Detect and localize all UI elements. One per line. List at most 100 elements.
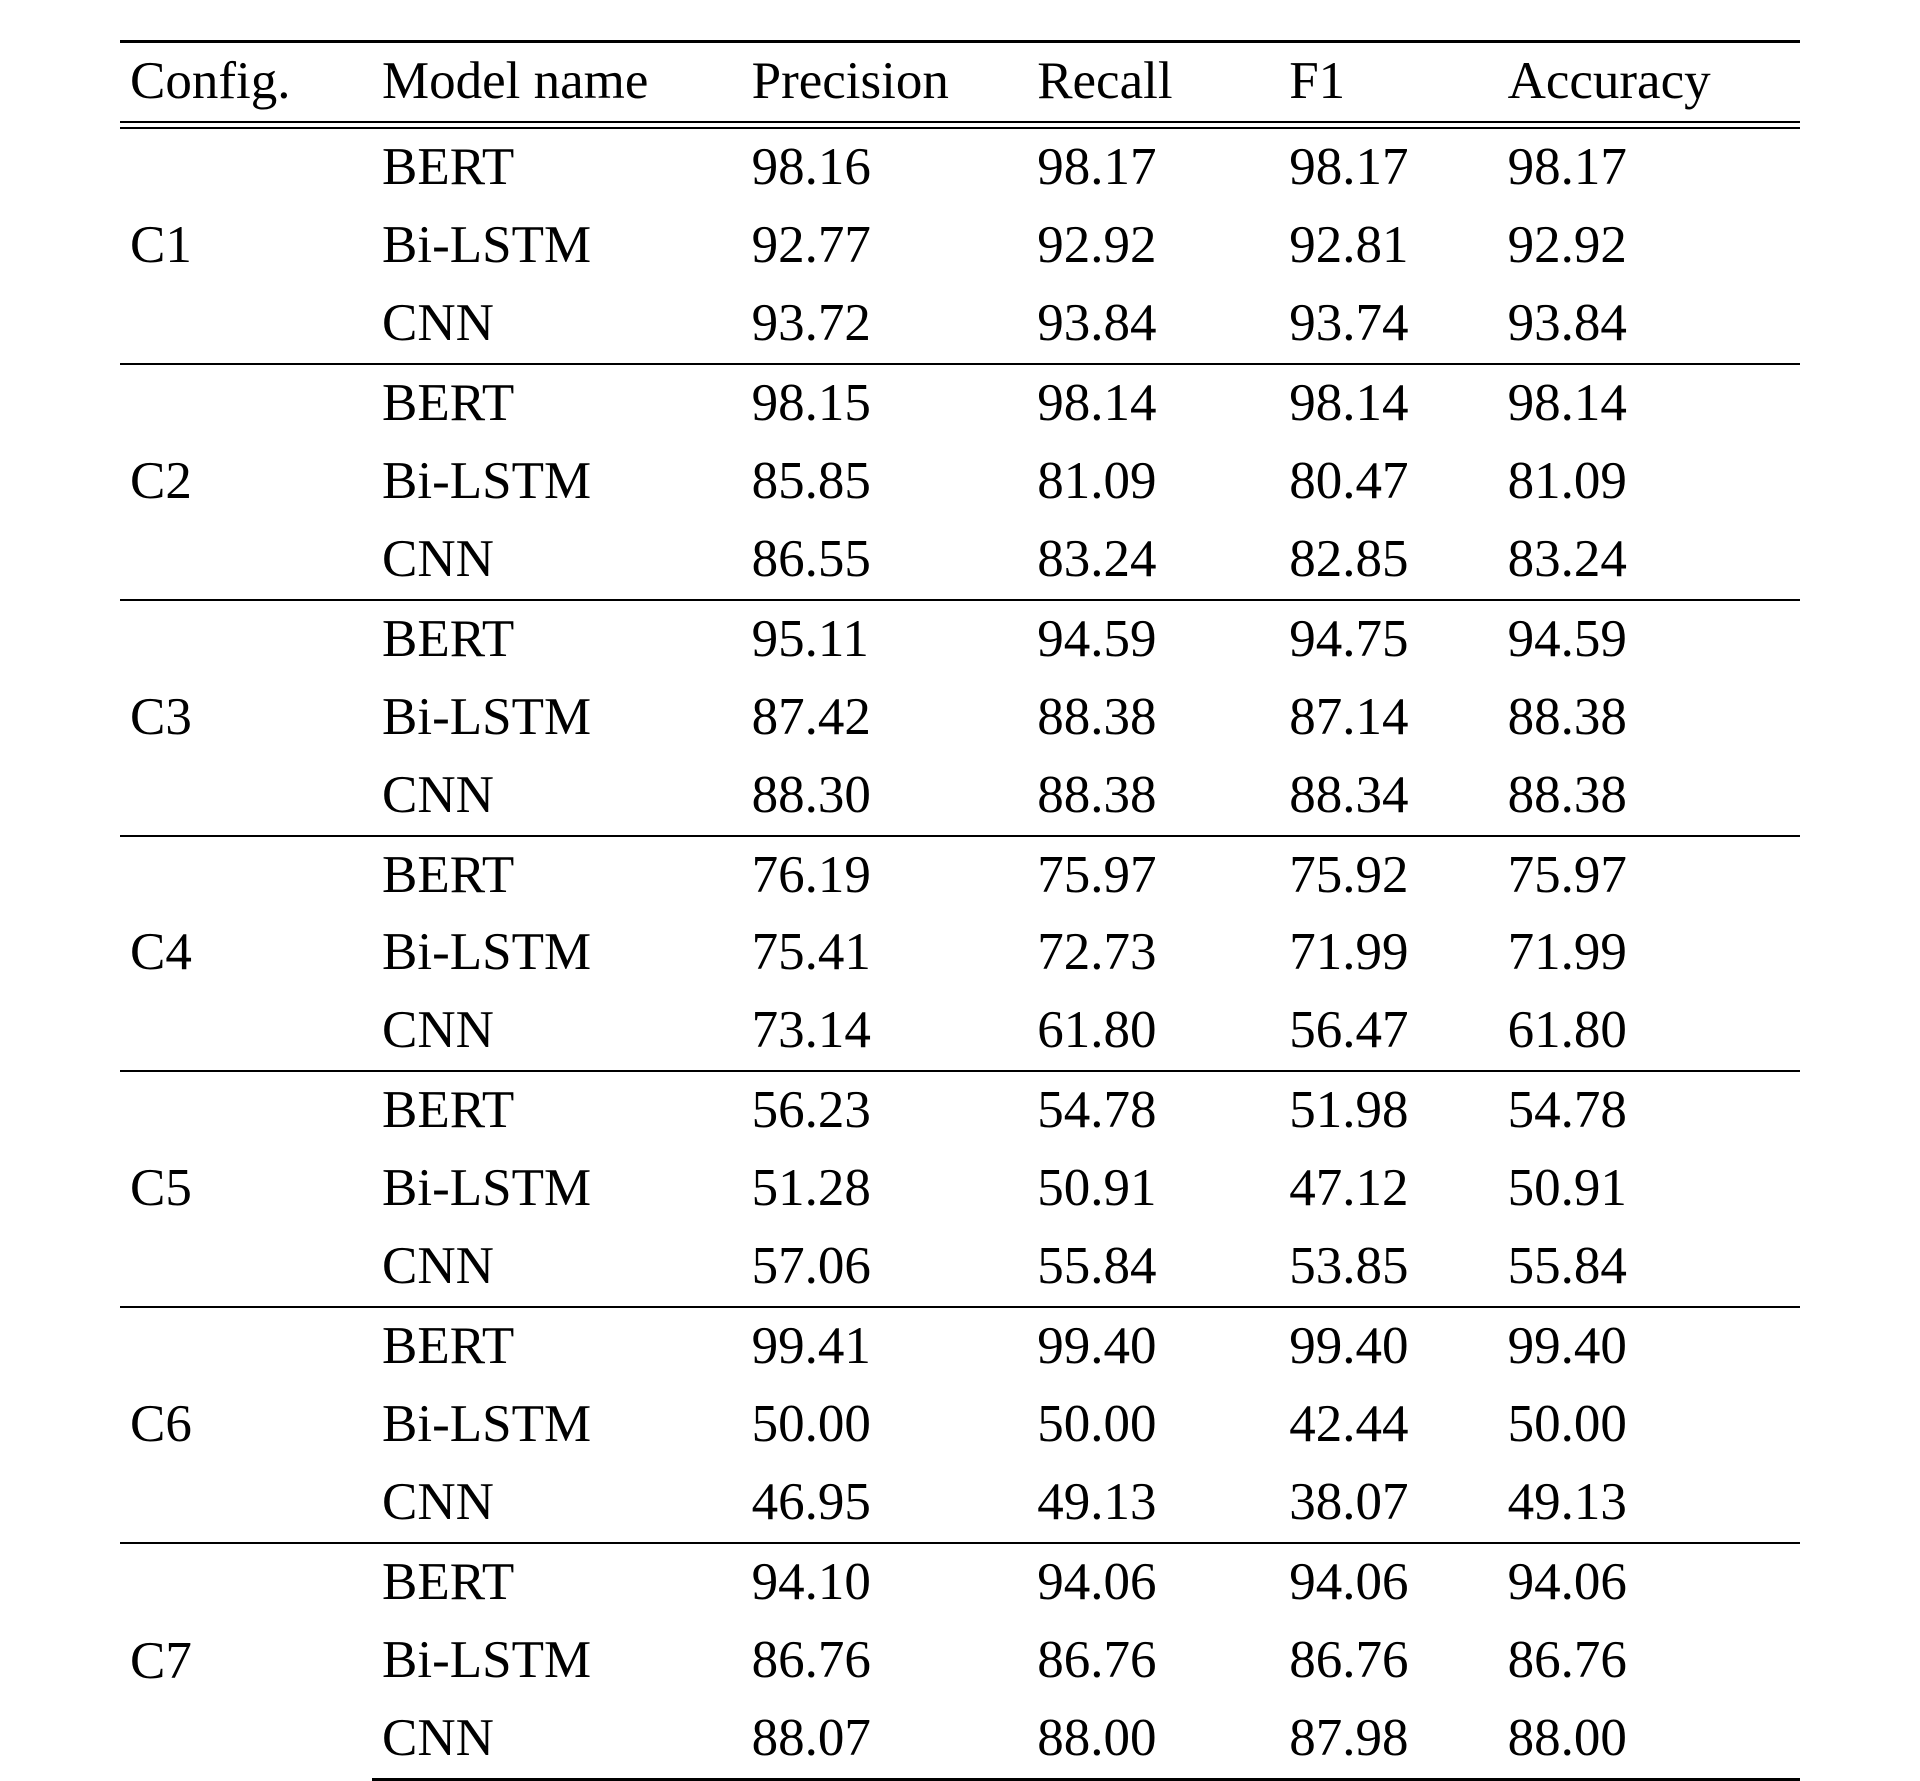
recall-cell: 72.73 xyxy=(1027,914,1279,992)
col-header-f1: F1 xyxy=(1279,42,1497,122)
accuracy-cell: 75.97 xyxy=(1498,836,1800,915)
precision-cell: 50.00 xyxy=(742,1386,1028,1464)
accuracy-cell: 88.38 xyxy=(1498,757,1800,836)
f1-cell: 71.99 xyxy=(1279,914,1497,992)
table-row: C4BERT76.1975.9775.9275.97 xyxy=(120,836,1800,915)
precision-cell: 73.14 xyxy=(742,992,1028,1071)
col-header-accuracy: Accuracy xyxy=(1498,42,1800,122)
col-header-recall: Recall xyxy=(1027,42,1279,122)
recall-cell: 98.14 xyxy=(1027,364,1279,443)
f1-cell: 82.85 xyxy=(1279,521,1497,600)
model-cell: CNN xyxy=(372,1464,742,1543)
table-row: C1BERT98.1698.1798.1798.17 xyxy=(120,128,1800,207)
precision-cell: 88.30 xyxy=(742,757,1028,836)
model-cell: CNN xyxy=(372,1228,742,1307)
group-C2: C2BERT98.1598.1498.1498.14Bi-LSTM85.8581… xyxy=(120,364,1800,600)
recall-cell: 98.17 xyxy=(1027,128,1279,207)
recall-cell: 81.09 xyxy=(1027,443,1279,521)
col-header-model: Model name xyxy=(372,42,742,122)
accuracy-cell: 50.91 xyxy=(1498,1150,1800,1228)
f1-cell: 56.47 xyxy=(1279,992,1497,1071)
page: Config. Model name Precision Recall F1 A… xyxy=(0,0,1920,1683)
model-cell: Bi-LSTM xyxy=(372,914,742,992)
table-row: CNN73.1461.8056.4761.80 xyxy=(120,992,1800,1071)
f1-cell: 92.81 xyxy=(1279,207,1497,285)
table-row: CNN88.3088.3888.3488.38 xyxy=(120,757,1800,836)
recall-cell: 93.84 xyxy=(1027,285,1279,364)
accuracy-cell: 98.17 xyxy=(1498,128,1800,207)
f1-cell: 75.92 xyxy=(1279,836,1497,915)
recall-cell: 99.40 xyxy=(1027,1307,1279,1386)
table-row: C7BERT94.1094.0694.0694.06 xyxy=(120,1543,1800,1622)
config-cell: C2 xyxy=(120,364,372,600)
model-cell: Bi-LSTM xyxy=(372,1386,742,1464)
precision-cell: 98.16 xyxy=(742,128,1028,207)
accuracy-cell: 94.59 xyxy=(1498,600,1800,679)
table-row: C2BERT98.1598.1498.1498.14 xyxy=(120,364,1800,443)
f1-cell: 88.34 xyxy=(1279,757,1497,836)
model-cell: BERT xyxy=(372,600,742,679)
precision-cell: 51.28 xyxy=(742,1150,1028,1228)
recall-cell: 54.78 xyxy=(1027,1071,1279,1150)
f1-cell: 93.74 xyxy=(1279,285,1497,364)
table-row: CNN88.0788.0087.9888.00 xyxy=(120,1700,1800,1779)
precision-cell: 56.23 xyxy=(742,1071,1028,1150)
precision-cell: 76.19 xyxy=(742,836,1028,915)
accuracy-cell: 55.84 xyxy=(1498,1228,1800,1307)
f1-cell: 42.44 xyxy=(1279,1386,1497,1464)
recall-cell: 92.92 xyxy=(1027,207,1279,285)
group-C1: C1BERT98.1698.1798.1798.17Bi-LSTM92.7792… xyxy=(120,128,1800,364)
accuracy-cell: 54.78 xyxy=(1498,1071,1800,1150)
precision-cell: 75.41 xyxy=(742,914,1028,992)
recall-cell: 94.59 xyxy=(1027,600,1279,679)
f1-cell: 47.12 xyxy=(1279,1150,1497,1228)
table-row: Bi-LSTM92.7792.9292.8192.92 xyxy=(120,207,1800,285)
table-row: Bi-LSTM87.4288.3887.1488.38 xyxy=(120,679,1800,757)
accuracy-cell: 93.84 xyxy=(1498,285,1800,364)
table-row: CNN93.7293.8493.7493.84 xyxy=(120,285,1800,364)
model-cell: CNN xyxy=(372,992,742,1071)
f1-cell: 51.98 xyxy=(1279,1071,1497,1150)
f1-cell: 87.14 xyxy=(1279,679,1497,757)
accuracy-cell: 71.99 xyxy=(1498,914,1800,992)
table-row: Bi-LSTM75.4172.7371.9971.99 xyxy=(120,914,1800,992)
model-cell: Bi-LSTM xyxy=(372,679,742,757)
group-C5: C5BERT56.2354.7851.9854.78Bi-LSTM51.2850… xyxy=(120,1071,1800,1307)
table-row: CNN86.5583.2482.8583.24 xyxy=(120,521,1800,600)
precision-cell: 86.55 xyxy=(742,521,1028,600)
model-cell: BERT xyxy=(372,1543,742,1622)
recall-cell: 50.00 xyxy=(1027,1386,1279,1464)
model-cell: CNN xyxy=(372,285,742,364)
f1-cell: 86.76 xyxy=(1279,1622,1497,1700)
f1-cell: 98.14 xyxy=(1279,364,1497,443)
f1-cell: 38.07 xyxy=(1279,1464,1497,1543)
group-C7: C7BERT94.1094.0694.0694.06Bi-LSTM 86.7686… xyxy=(120,1543,1800,1779)
config-cell: C1 xyxy=(120,128,372,364)
recall-cell: 88.00 xyxy=(1027,1700,1279,1779)
table-row: Bi-LSTM86.7686.7686.7686.76 xyxy=(120,1622,1800,1700)
table-row: Bi-LSTM50.0050.0042.4450.00 xyxy=(120,1386,1800,1464)
recall-cell: 75.97 xyxy=(1027,836,1279,915)
model-cell: BERT xyxy=(372,836,742,915)
precision-cell: 99.41 xyxy=(742,1307,1028,1386)
f1-cell: 53.85 xyxy=(1279,1228,1497,1307)
precision-cell: 88.07 xyxy=(742,1700,1028,1779)
precision-cell: 85.85 xyxy=(742,443,1028,521)
f1-cell: 98.17 xyxy=(1279,128,1497,207)
config-cell: C5 xyxy=(120,1071,372,1307)
col-header-config: Config. xyxy=(120,42,372,122)
table-row: CNN57.0655.8453.8555.84 xyxy=(120,1228,1800,1307)
accuracy-cell: 83.24 xyxy=(1498,521,1800,600)
recall-cell: 86.76 xyxy=(1027,1622,1279,1700)
config-cell: C4 xyxy=(120,836,372,1072)
table-row: C3BERT95.1194.5994.7594.59 xyxy=(120,600,1800,679)
accuracy-cell: 49.13 xyxy=(1498,1464,1800,1543)
precision-cell: 93.72 xyxy=(742,285,1028,364)
precision-cell: 87.42 xyxy=(742,679,1028,757)
model-cell: Bi-LSTM xyxy=(372,1622,742,1700)
recall-cell: 88.38 xyxy=(1027,757,1279,836)
accuracy-cell: 88.00 xyxy=(1498,1700,1800,1779)
recall-cell: 61.80 xyxy=(1027,992,1279,1071)
col-header-precision: Precision xyxy=(742,42,1028,122)
accuracy-cell: 94.06 xyxy=(1498,1543,1800,1622)
